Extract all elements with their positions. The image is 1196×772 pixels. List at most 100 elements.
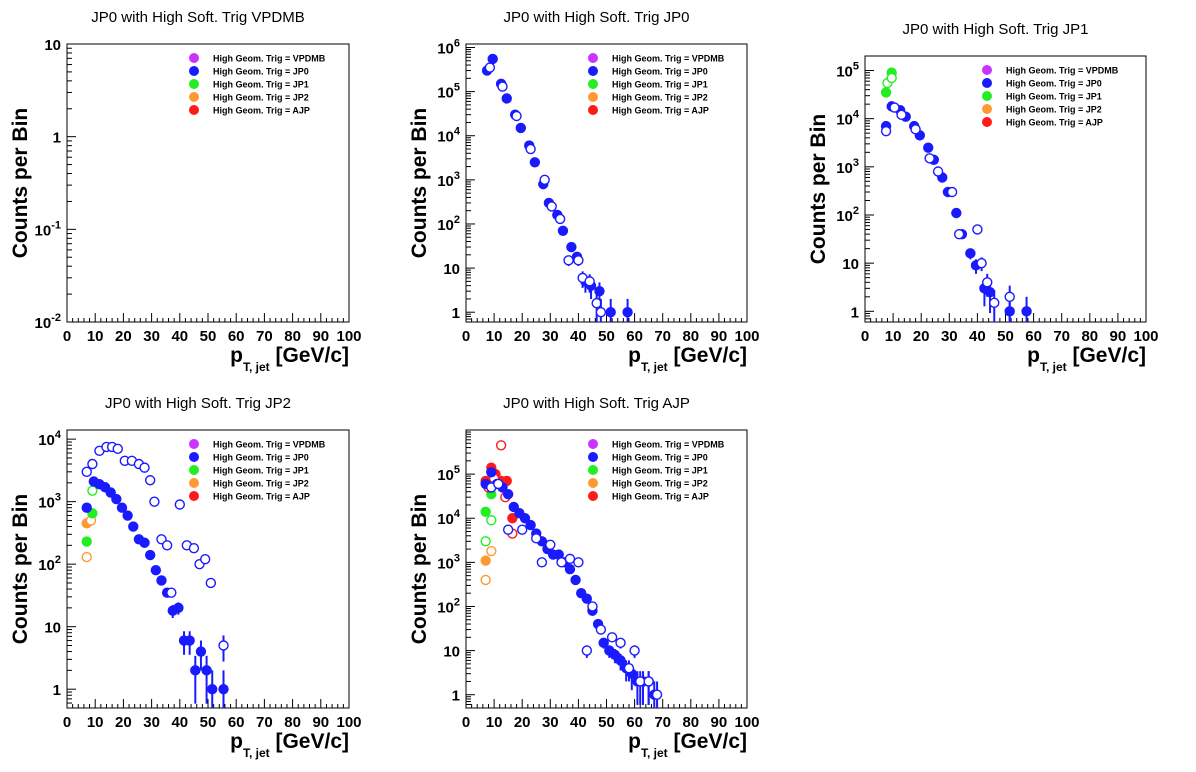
jp0-solid-point bbox=[105, 487, 116, 498]
x-axis-label: pT, jet [GeV/c] bbox=[628, 730, 747, 760]
x-tick-label: 10 bbox=[486, 714, 503, 731]
jp0-open-point bbox=[166, 587, 177, 598]
jp0-open-point bbox=[545, 539, 556, 551]
y-tick-label: 1 bbox=[851, 304, 859, 321]
x-tick-label: 0 bbox=[462, 714, 470, 731]
jp0-open-point bbox=[896, 109, 907, 121]
legend-marker bbox=[588, 105, 598, 115]
legend-label: High Geom. Trig = JP1 bbox=[213, 80, 309, 90]
jp1-open-point bbox=[886, 72, 897, 84]
jp0-open-point bbox=[651, 689, 663, 700]
x-axis-label: pT, jet [GeV/c] bbox=[230, 344, 349, 374]
legend-marker bbox=[588, 491, 598, 501]
x-tick-label: 30 bbox=[542, 714, 559, 731]
jp0-solid-point bbox=[144, 549, 156, 561]
legend-label: High Geom. Trig = JP2 bbox=[213, 93, 309, 103]
x-tick-label: 80 bbox=[284, 714, 301, 731]
x-axis-label: pT, jet [GeV/c] bbox=[230, 730, 349, 760]
legend-marker bbox=[588, 478, 598, 488]
jp0-open-point bbox=[623, 662, 635, 674]
legend-label: High Geom. Trig = VPDMB bbox=[213, 440, 326, 450]
y-tick-label: 106 bbox=[437, 37, 460, 57]
jp0-solid-point bbox=[156, 575, 167, 586]
legend-marker bbox=[588, 53, 598, 63]
chart-panel-3: JP0 with High Soft. Trig JP2 0 10 20 30 40 50 6… bbox=[9, 395, 362, 760]
legend-label: High Geom. Trig = JP2 bbox=[1006, 105, 1102, 115]
jp0-solid-point bbox=[502, 489, 514, 500]
jp1-solid-point bbox=[81, 536, 92, 547]
x-tick-label: 50 bbox=[200, 328, 217, 345]
x-tick-label: 90 bbox=[312, 328, 329, 345]
legend-label: High Geom. Trig = JP0 bbox=[213, 453, 309, 463]
legend-label: High Geom. Trig = JP2 bbox=[612, 479, 708, 489]
x-tick-label: 20 bbox=[913, 328, 930, 345]
jp0-open-point bbox=[493, 478, 504, 490]
x-tick-label: 90 bbox=[711, 328, 728, 345]
jp0-open-point bbox=[517, 524, 528, 535]
x-tick-label: 100 bbox=[1133, 328, 1158, 345]
y-tick-label: 103 bbox=[836, 157, 859, 177]
y-tick-label: 1 bbox=[452, 305, 460, 322]
x-tick-label: 60 bbox=[228, 328, 245, 345]
legend-marker bbox=[588, 465, 598, 475]
jp0-open-point bbox=[563, 255, 574, 266]
x-tick-label: 100 bbox=[336, 328, 361, 345]
legend-marker bbox=[189, 491, 199, 501]
jp0-open-point bbox=[149, 496, 160, 507]
x-tick-label: 100 bbox=[336, 714, 361, 731]
jp0-solid-point bbox=[515, 122, 526, 134]
jp0-open-point bbox=[554, 213, 566, 225]
jp0-solid-point bbox=[128, 521, 139, 532]
jp0-open-point bbox=[87, 458, 98, 470]
jp2-open-point bbox=[486, 545, 497, 557]
jp0-open-point bbox=[880, 125, 892, 137]
legend-marker bbox=[189, 92, 199, 102]
legend-marker bbox=[588, 92, 598, 102]
jp0-open-point bbox=[502, 524, 514, 535]
jp0-solid-point bbox=[570, 574, 581, 586]
chart-panel-1: JP0 with High Soft. Trig JP0 0 10 20 30 40 50 6… bbox=[408, 9, 760, 374]
y-tick-label: 10-2 bbox=[35, 312, 61, 332]
jp0-solid-point bbox=[487, 53, 498, 65]
jp0-solid-point bbox=[184, 635, 195, 646]
jp0-open-point bbox=[573, 557, 584, 568]
legend-label: High Geom. Trig = AJP bbox=[213, 492, 310, 502]
jp1-solid-point bbox=[880, 87, 892, 98]
x-axis-label: pT, jet [GeV/c] bbox=[1027, 344, 1146, 374]
y-tick-label: 104 bbox=[38, 429, 62, 449]
x-tick-label: 90 bbox=[1110, 328, 1127, 345]
x-tick-label: 90 bbox=[312, 714, 329, 731]
y-tick-label: 104 bbox=[437, 126, 461, 146]
jp2-solid-point bbox=[480, 555, 491, 566]
y-tick-label: 102 bbox=[437, 214, 460, 234]
legend-label: High Geom. Trig = JP0 bbox=[612, 67, 708, 77]
jp0-open-point bbox=[139, 462, 150, 473]
jp0-open-point bbox=[218, 640, 229, 651]
x-tick-label: 0 bbox=[63, 328, 71, 345]
jp0-open-point bbox=[144, 475, 156, 486]
x-tick-label: 10 bbox=[486, 328, 503, 345]
ajp-solid-point bbox=[507, 513, 518, 524]
y-tick-label: 10 bbox=[443, 644, 460, 661]
jp0-solid-point bbox=[139, 537, 150, 548]
legend-marker bbox=[189, 439, 199, 449]
jp0-open-point bbox=[556, 557, 567, 568]
jp0-solid-point bbox=[81, 502, 92, 513]
y-tick-label: 10 bbox=[44, 37, 61, 54]
y-tick-label: 105 bbox=[437, 464, 460, 484]
x-tick-label: 50 bbox=[598, 328, 615, 345]
jp0-open-point bbox=[587, 601, 598, 612]
legend-label: High Geom. Trig = JP2 bbox=[612, 93, 708, 103]
legend-label: High Geom. Trig = AJP bbox=[1006, 118, 1103, 128]
jp0-open-point bbox=[635, 676, 646, 687]
x-tick-label: 40 bbox=[171, 714, 188, 731]
jp0-open-point bbox=[581, 645, 593, 656]
legend-marker bbox=[189, 53, 199, 63]
legend-label: High Geom. Trig = JP1 bbox=[612, 466, 708, 476]
y-axis-label: Counts per Bin bbox=[9, 494, 32, 645]
x-tick-label: 100 bbox=[734, 328, 759, 345]
jp0-solid-point bbox=[965, 248, 976, 259]
chart-title: JP0 with High Soft. Trig JP2 bbox=[105, 395, 291, 412]
x-tick-label: 70 bbox=[654, 328, 671, 345]
